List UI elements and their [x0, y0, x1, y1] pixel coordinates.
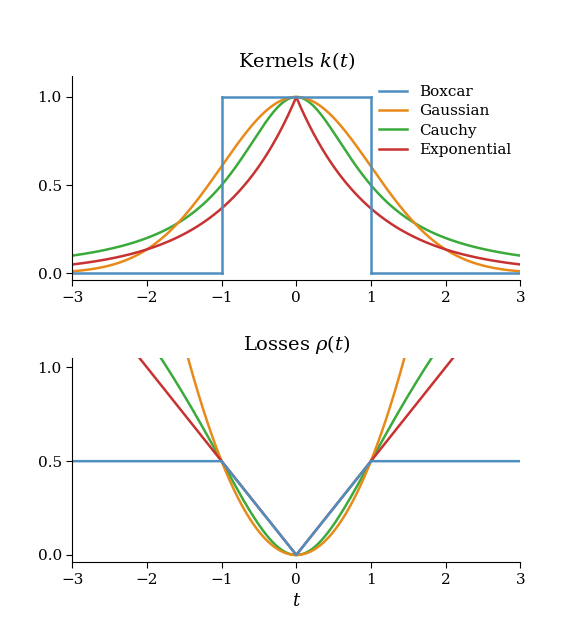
Boxcar	[368, 93, 375, 100]
Title: Kernels $k(t)$: Kernels $k(t)$	[238, 51, 355, 73]
Exponential	[292, 94, 299, 101]
Exponential	[257, 161, 264, 168]
Gaussian	[261, 109, 268, 116]
Cauchy	[281, 97, 288, 105]
Line: Exponential: Exponential	[72, 97, 520, 264]
Line: Cauchy: Cauchy	[72, 97, 520, 255]
Cauchy	[503, 250, 510, 257]
Line: Gaussian: Gaussian	[72, 97, 520, 271]
Gaussian	[517, 267, 524, 275]
Exponential	[503, 259, 510, 267]
Exponential	[261, 155, 268, 162]
Title: Losses $\rho(t)$: Losses $\rho(t)$	[243, 332, 350, 356]
Gaussian	[394, 200, 401, 207]
Cauchy	[481, 245, 488, 253]
Gaussian	[481, 262, 488, 270]
Cauchy	[517, 252, 524, 259]
Gaussian	[503, 266, 510, 274]
Cauchy	[69, 252, 76, 259]
Exponential	[481, 255, 488, 263]
Gaussian	[292, 93, 299, 100]
Gaussian	[257, 112, 264, 120]
Exponential	[517, 260, 524, 268]
Exponential	[394, 224, 401, 232]
Gaussian	[281, 95, 288, 103]
Exponential	[69, 260, 76, 268]
Cauchy	[292, 93, 299, 100]
Boxcar	[218, 93, 225, 100]
Gaussian	[69, 267, 76, 275]
Cauchy	[394, 208, 401, 216]
Legend: Boxcar, Gaussian, Cauchy, Exponential: Boxcar, Gaussian, Cauchy, Exponential	[373, 79, 517, 163]
X-axis label: $t$: $t$	[291, 592, 301, 611]
Exponential	[281, 118, 288, 125]
Cauchy	[257, 126, 264, 134]
Cauchy	[261, 121, 268, 128]
